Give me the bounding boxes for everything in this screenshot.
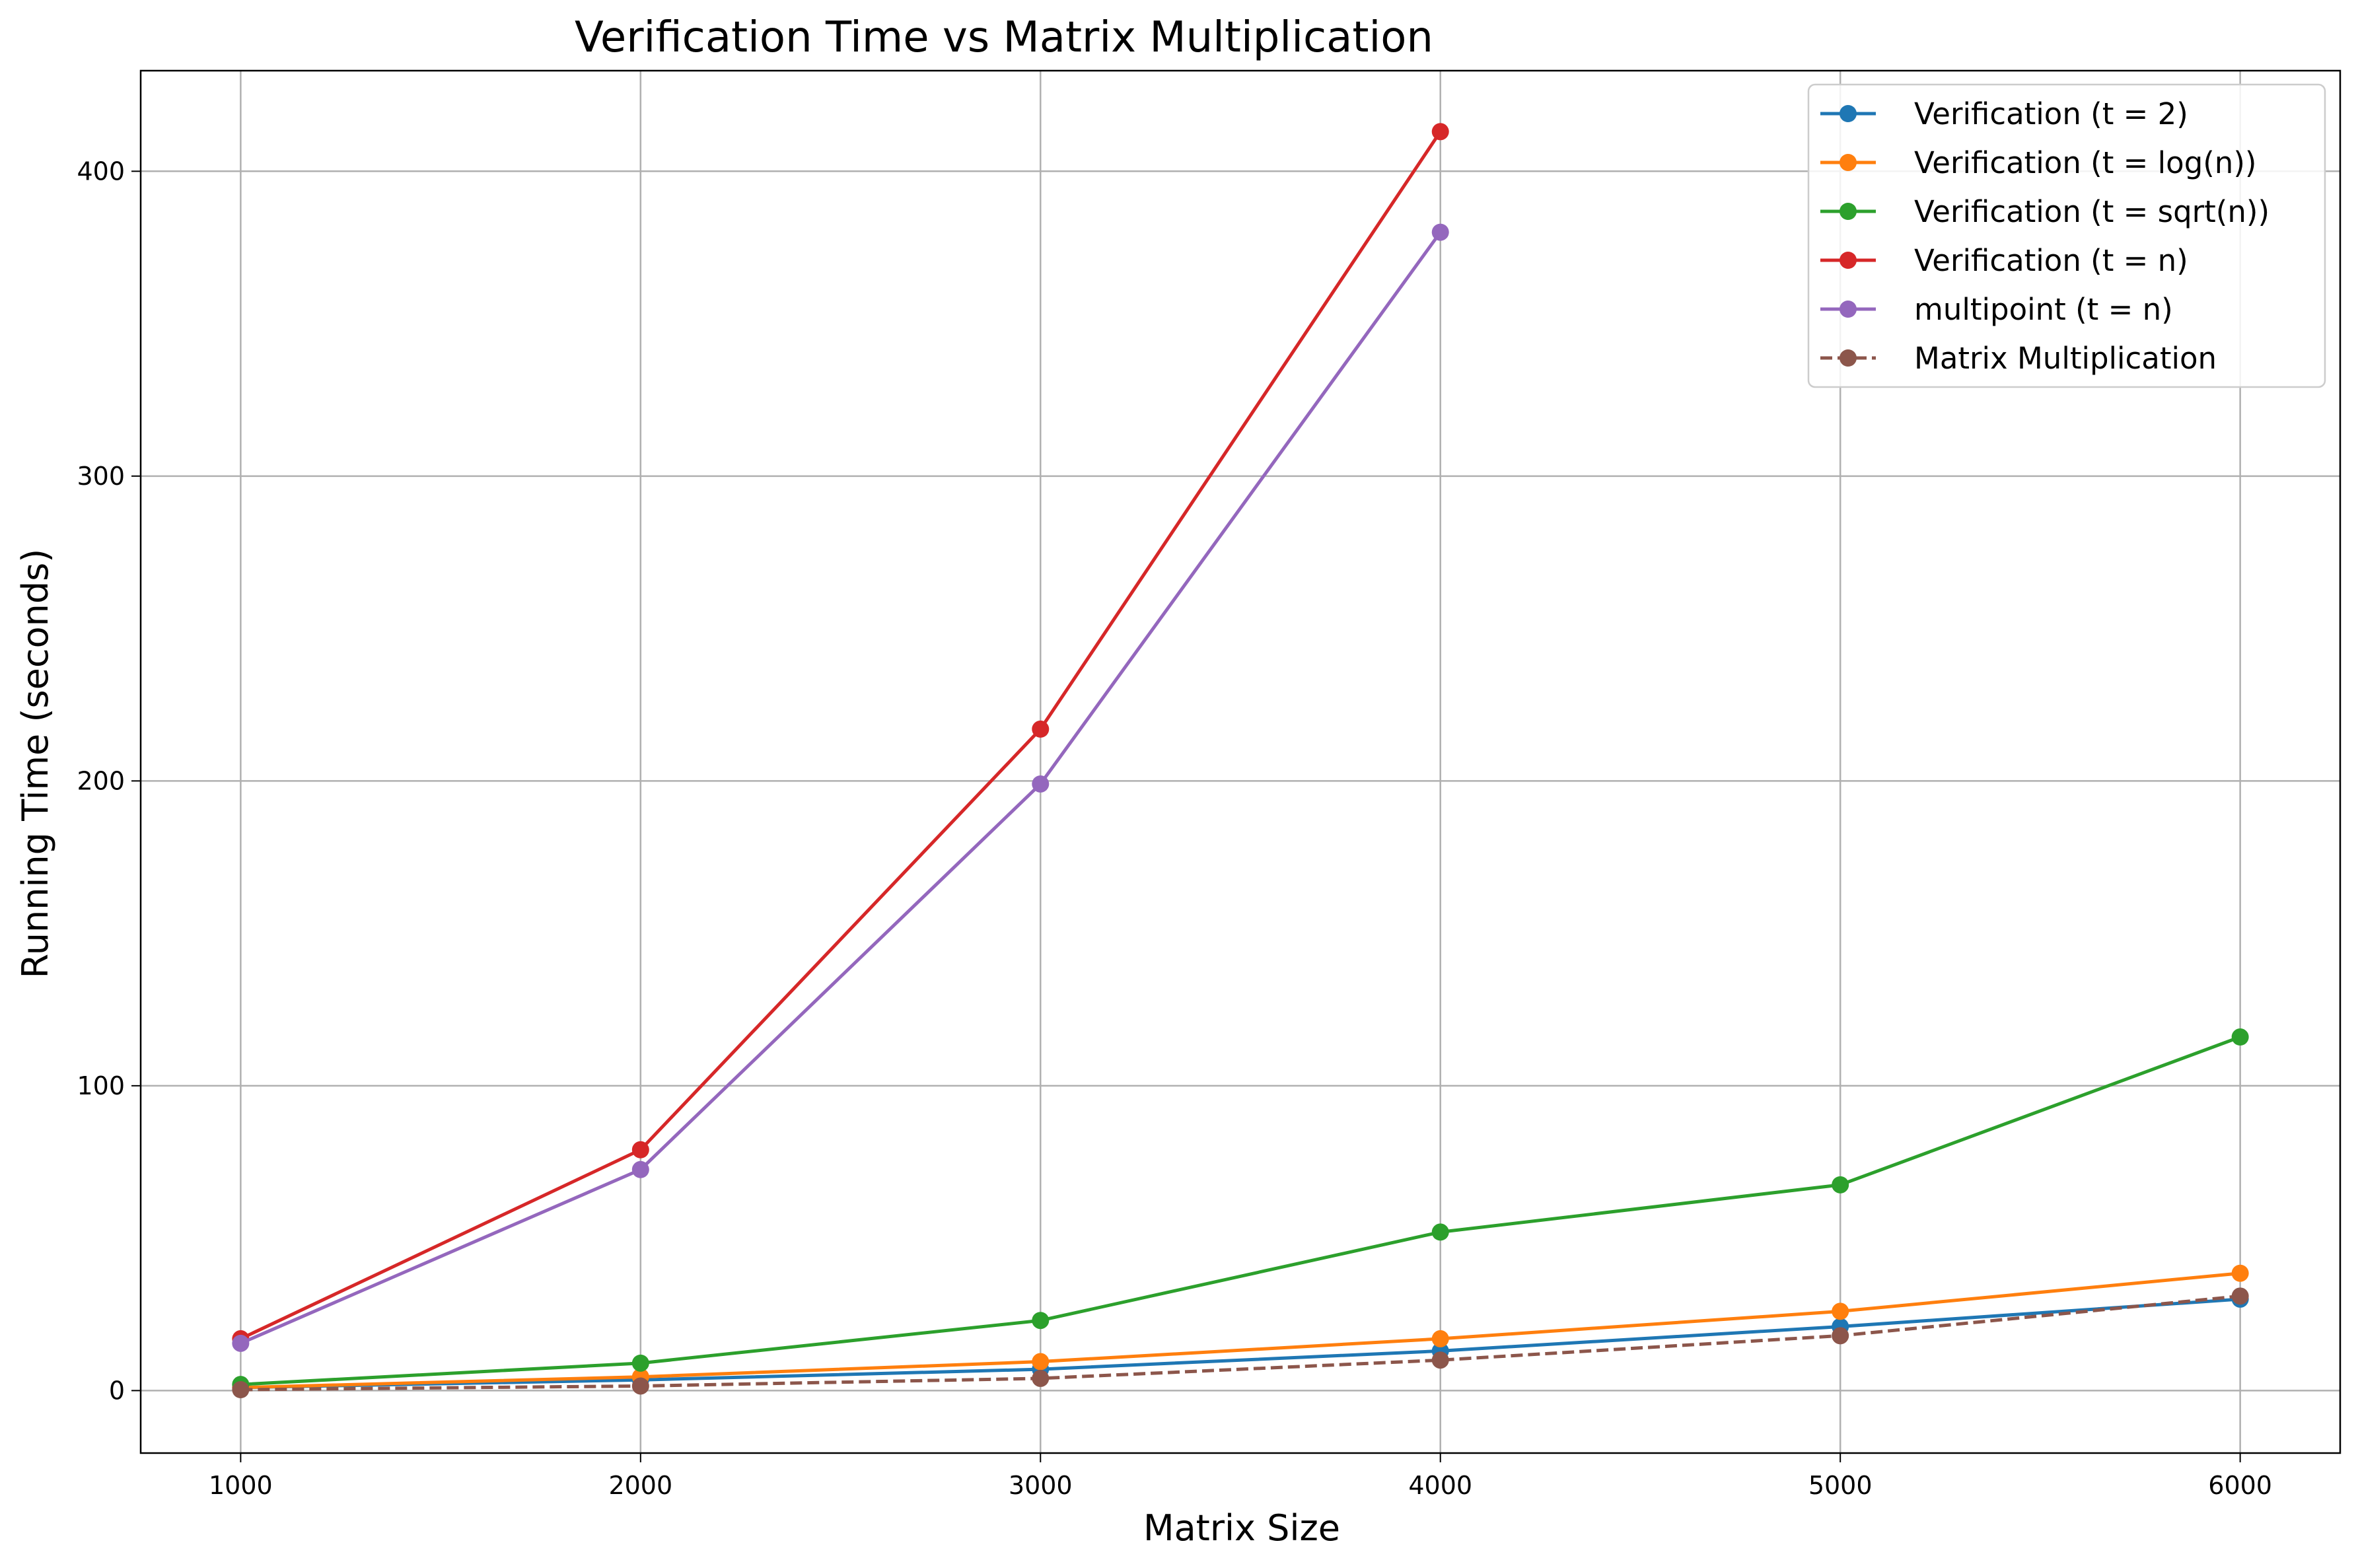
legend-label: Verification (t = 2) [1914,96,2188,131]
data-point [2231,1264,2249,1282]
data-point [232,1381,250,1399]
legend-marker [1840,105,1857,122]
legend-marker [1840,349,1857,367]
legend-marker [1840,301,1857,318]
legend-item: Verification (t = log(n)) [1820,145,2256,180]
legend-label: Verification (t = sqrt(n)) [1914,194,2269,229]
y-tick-label: 200 [77,766,125,795]
x-tick-label: 3000 [1009,1471,1073,1500]
x-tick-label: 5000 [1808,1471,1873,1500]
legend-marker [1840,154,1857,171]
series-line [240,1035,2241,1386]
y-axis-label: Running Time (seconds) [15,549,56,979]
data-point [1431,123,1449,141]
legend-marker [1840,252,1857,269]
series-line [240,1271,2240,1390]
plot-area-frame [139,69,2341,1454]
y-tick-label: 400 [77,157,125,186]
series-line [240,130,1442,1341]
y-tick-label: 0 [109,1376,125,1405]
data-point [1032,720,1050,738]
legend-label: multipoint (t = n) [1914,292,2173,327]
data-point [631,1141,649,1158]
data-point [1032,1353,1050,1371]
data-point [2231,1028,2249,1046]
data-point [631,1377,649,1395]
series-line [240,1297,2240,1390]
data-point [1431,223,1449,241]
data-point [1832,1302,1849,1320]
series-line [240,1294,2240,1392]
series-2 [232,1028,2249,1394]
legend: Verification (t = 2) Verification (t = lo… [1807,83,2326,388]
x-tick-label: 4000 [1408,1471,1472,1500]
data-point [631,1160,649,1178]
axis-ticks: 1000 2000 3000 4000 5000 6000 0 100 200 300 400 [77,157,2272,1500]
data-point [232,1334,250,1352]
legend-item: Verification (t = sqrt(n)) [1820,194,2269,229]
legend-item: multipoint (t = n) [1820,292,2173,327]
legend-item: Matrix Multiplication [1820,341,2217,376]
series-4 [232,223,1449,1352]
data-point [1431,1330,1449,1347]
x-tick-label: 2000 [608,1471,672,1500]
data-point [1431,1351,1449,1369]
y-tick-label: 100 [77,1071,125,1100]
legend-item: Verification (t = 2) [1820,96,2188,131]
data-point [1032,775,1050,793]
legend-box [1807,83,2326,388]
data-point [1032,1312,1050,1330]
y-tick-label: 300 [77,462,125,491]
data-point [1431,1223,1449,1241]
data-point [1832,1176,1849,1194]
legend-item: Verification (t = n) [1820,243,2188,278]
x-tick-label: 1000 [209,1471,273,1500]
data-point [1832,1327,1849,1345]
x-tick-label: 6000 [2208,1471,2272,1500]
series-line [240,231,1442,1345]
data-point [631,1354,649,1372]
legend-label: Verification (t = n) [1914,243,2188,278]
legend-label: Verification (t = log(n)) [1914,145,2256,180]
legend-marker [1840,203,1857,220]
series-group [232,123,2249,1399]
series-5 [232,1287,2249,1399]
legend-label: Matrix Multiplication [1914,341,2217,376]
x-axis-label: Matrix Size [1143,1507,1340,1549]
data-point [2231,1287,2249,1305]
chart-title: Verification Time vs Matrix Multiplicati… [575,13,1433,62]
data-point [1032,1369,1050,1387]
